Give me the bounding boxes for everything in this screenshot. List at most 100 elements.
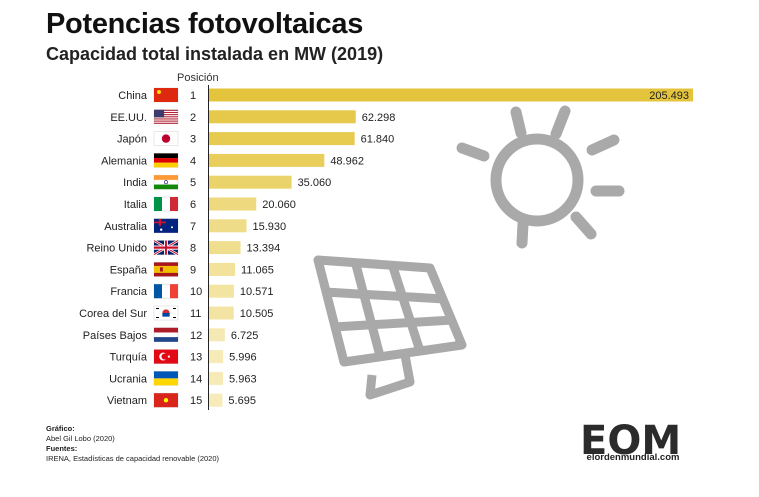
flag-part (154, 122, 178, 124)
flag-south-korea-icon (153, 305, 179, 321)
solar-panel-icon (313, 255, 467, 400)
flag-part (156, 308, 159, 309)
flag-part (154, 109, 165, 118)
position-label: 10 (190, 286, 202, 298)
flag-part (154, 284, 162, 299)
flag-part (154, 88, 178, 102)
value-label: 10.505 (240, 308, 274, 320)
bar (209, 110, 356, 124)
graphic-author: Abel Gil Lobo (2020) (46, 434, 115, 443)
sources-text: IRENA, Estadísticas de capacidad renovab… (46, 454, 220, 463)
flag-part (154, 378, 178, 386)
position-label: 1 (190, 90, 196, 102)
position-header: Posición (177, 72, 219, 84)
flag-uk-icon (153, 239, 179, 256)
country-label: Reino Unido (86, 243, 147, 255)
flag-india-icon (153, 174, 179, 190)
bar-row: Reino Unido 8 13.394 (86, 239, 280, 256)
country-label: Ucrania (109, 373, 148, 385)
chart-title: Potencias fotovoltaicas (46, 8, 364, 40)
flag-part (154, 327, 178, 333)
flag-part (154, 184, 178, 190)
bar-row: China 1 205.493 (118, 87, 693, 103)
flag-italy-icon (153, 196, 179, 212)
flag-part (170, 284, 178, 299)
logo-site: elordenmundial.com (586, 452, 680, 463)
value-label: 15.930 (253, 221, 287, 233)
flag-france-icon (153, 283, 179, 299)
flag-star (171, 226, 173, 229)
country-label: Vietnam (107, 395, 147, 407)
flag-part (154, 371, 178, 379)
bar (209, 328, 225, 342)
flag-part (173, 308, 176, 309)
bar (209, 153, 325, 167)
flag-turkey-icon (153, 349, 179, 364)
value-label: 35.060 (298, 177, 332, 189)
flag-part (154, 118, 178, 120)
bar (209, 88, 693, 102)
flag-part (154, 109, 178, 111)
flag-part (154, 337, 178, 342)
flag-part (154, 120, 178, 122)
flag-germany-icon (153, 153, 179, 168)
country-label: EE.UU. (110, 112, 147, 124)
value-label: 62.298 (362, 112, 396, 124)
bar-row: Ucrania 14 5.963 (109, 371, 257, 386)
bar-row: Turquía 13 5.996 (109, 349, 257, 364)
flag-part (154, 162, 178, 168)
position-label: 9 (190, 264, 196, 276)
bar (209, 197, 257, 211)
sources-label: Fuentes: (46, 444, 78, 453)
country-label: Japón (117, 134, 147, 146)
bar-row: Francia 10 10.571 (110, 283, 274, 299)
flag-part (173, 317, 176, 318)
country-label: Australia (104, 221, 148, 233)
flag-part (154, 114, 178, 116)
value-label: 6.725 (231, 330, 259, 342)
flag-part (170, 197, 178, 211)
position-label: 2 (190, 112, 196, 124)
flag-netherlands-icon (153, 327, 179, 343)
bar-row: Países Bajos 12 6.725 (83, 327, 259, 343)
bar (209, 393, 223, 407)
value-label: 5.963 (229, 373, 257, 385)
position-label: 7 (190, 221, 196, 233)
flag-disc (161, 134, 171, 143)
flag-part (154, 265, 178, 273)
value-label: 205.493 (649, 90, 689, 102)
value-label: 20.060 (262, 199, 296, 211)
value-label: 5.695 (228, 395, 256, 407)
bar (209, 175, 292, 189)
bar-row: España 9 11.065 (110, 262, 274, 277)
value-label: 5.996 (229, 352, 257, 364)
bar-row: Alemania 4 48.962 (101, 153, 364, 168)
position-label: 11 (190, 308, 201, 320)
flag-china-icon (153, 87, 179, 103)
flag-star (163, 398, 169, 403)
position-label: 15 (190, 395, 202, 407)
bar-row: Vietnam 15 5.695 (107, 392, 256, 408)
flag-part (154, 218, 178, 233)
flag-usa-icon (153, 109, 179, 125)
flag-star (157, 90, 161, 94)
country-label: Turquía (109, 352, 147, 364)
country-label: Corea del Sur (79, 308, 147, 320)
flag-australia-icon (153, 218, 179, 234)
position-label: 8 (190, 243, 196, 255)
position-label: 3 (190, 134, 196, 146)
bar (209, 219, 247, 233)
country-label: Alemania (101, 155, 148, 167)
flag-star (167, 355, 170, 358)
flag-part (154, 197, 162, 211)
flag-ukraine-icon (153, 371, 179, 386)
country-label: Italia (124, 199, 148, 211)
eom-logo: EOM (580, 418, 681, 464)
country-label: Países Bajos (83, 330, 148, 342)
bar (209, 241, 241, 255)
bar (209, 306, 234, 320)
bar (209, 132, 355, 146)
chart-subtitle: Capacidad total instalada en MW (2019) (46, 44, 384, 64)
bar-row: India 5 35.060 (123, 174, 332, 190)
